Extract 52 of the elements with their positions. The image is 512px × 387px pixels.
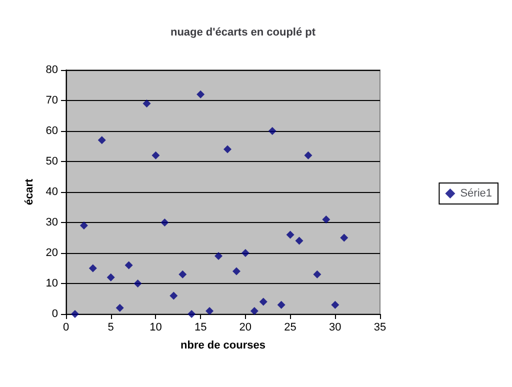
point <box>178 270 187 278</box>
point <box>223 145 232 154</box>
x-tick-label: 0 <box>62 322 70 334</box>
y-tick-label: 70 <box>46 94 58 106</box>
point <box>196 90 205 98</box>
point <box>170 292 178 300</box>
y-tick-label: 50 <box>46 156 58 168</box>
point <box>124 261 133 270</box>
point <box>214 252 223 260</box>
point <box>134 280 142 288</box>
point <box>98 136 106 144</box>
point <box>340 234 348 242</box>
x-tick-label: 5 <box>108 322 114 334</box>
x-tick-label: 20 <box>239 322 252 334</box>
point <box>313 270 322 278</box>
point <box>206 306 214 315</box>
point <box>80 222 88 230</box>
point <box>250 306 258 315</box>
y-tick-label: 80 <box>46 64 58 76</box>
point <box>232 267 240 276</box>
point <box>286 230 294 239</box>
x-tick-label: 30 <box>329 322 342 334</box>
point <box>295 236 304 245</box>
legend-label: Série1 <box>460 188 492 200</box>
x-tick-label: 25 <box>284 322 296 334</box>
y-tick-label: 0 <box>52 308 58 320</box>
y-tick-label: 10 <box>46 278 58 290</box>
y-axis-title: écart <box>23 178 36 206</box>
point <box>88 264 97 272</box>
point <box>277 300 286 309</box>
x-tick-label: 35 <box>374 322 386 334</box>
point <box>331 300 340 309</box>
x-axis-title: nbre de courses <box>180 340 266 352</box>
x-tick-label: 15 <box>194 322 207 334</box>
point <box>322 215 330 224</box>
point <box>70 310 79 318</box>
point <box>142 100 151 108</box>
point <box>241 249 250 257</box>
point <box>259 298 268 306</box>
y-tick-label: 30 <box>46 216 58 228</box>
point <box>106 273 115 282</box>
point <box>268 127 276 135</box>
point <box>304 151 312 160</box>
point <box>188 310 196 318</box>
y-tick-label: 20 <box>46 247 58 259</box>
point <box>160 218 169 226</box>
point <box>152 151 160 160</box>
y-tick-label: 60 <box>46 125 58 137</box>
x-tick-label: 10 <box>150 322 162 334</box>
point <box>116 304 124 312</box>
chart-title: nuage d'écarts en couplé pt <box>170 26 316 38</box>
y-tick-label: 40 <box>46 186 58 198</box>
